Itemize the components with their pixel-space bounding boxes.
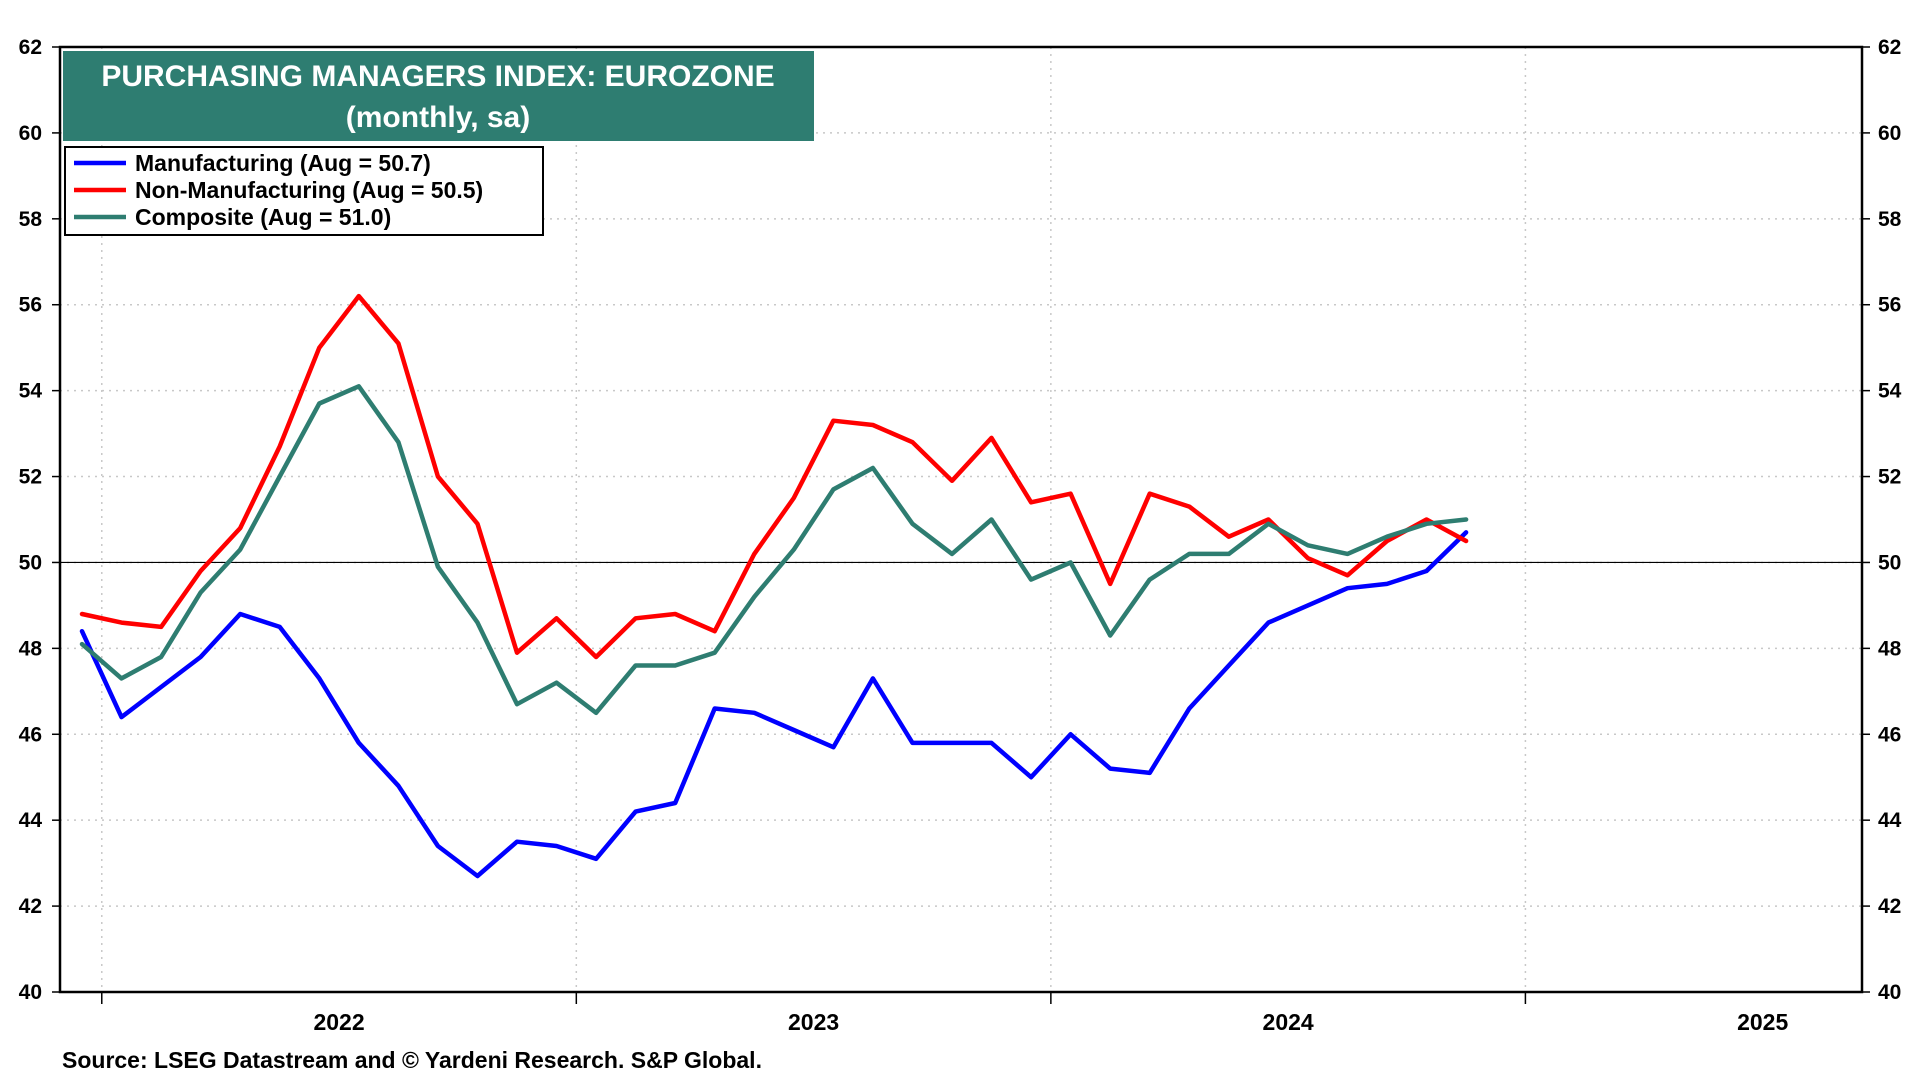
- x-year-label: 2023: [788, 1009, 839, 1035]
- y-tick-label-right: 46: [1878, 723, 1901, 746]
- x-year-label: 2024: [1263, 1009, 1314, 1035]
- y-tick-label-right: 42: [1878, 895, 1901, 918]
- y-tick-label-right: 48: [1878, 637, 1902, 660]
- x-year-label: 2025: [1737, 1009, 1788, 1035]
- y-tick-label-left: 60: [19, 122, 42, 145]
- y-tick-label-left: 52: [19, 466, 42, 489]
- chart-subtitle: (monthly, sa): [346, 101, 530, 134]
- y-tick-label-left: 46: [19, 723, 42, 746]
- source-note: Source: LSEG Datastream and © Yardeni Re…: [62, 1047, 762, 1073]
- y-tick-label-left: 56: [19, 294, 42, 317]
- y-tick-label-left: 44: [19, 809, 43, 832]
- plot-frame: [58, 45, 1864, 994]
- legend-label-3: Composite (Aug = 51.0): [135, 204, 391, 230]
- legend-box: [64, 146, 544, 236]
- y-tick-label-left: 50: [19, 551, 42, 574]
- y-tick-label-right: 56: [1878, 294, 1901, 317]
- y-tick-label-right: 62: [1878, 36, 1901, 59]
- title-background: [63, 51, 814, 141]
- legend: Manufacturing (Aug = 50.7)Non-Manufactur…: [64, 146, 544, 236]
- y-tick-label-left: 48: [19, 637, 43, 660]
- series-line-3: [79, 384, 1469, 716]
- y-tick-label-right: 52: [1878, 466, 1901, 489]
- y-tick-label-left: 42: [19, 895, 42, 918]
- y-tick-label-left: 54: [19, 380, 43, 403]
- legend-label-2: Non-Manufacturing (Aug = 50.5): [135, 177, 483, 203]
- axis-layer: 40 40 42 42 44 44 46 46 48 48 50 50 52 52 54 54 56 56 58 58…: [19, 36, 1902, 1035]
- y-tick-label-right: 60: [1878, 122, 1901, 145]
- title-box: PURCHASING MANAGERS INDEX: EUROZONE (mon…: [63, 51, 814, 141]
- y-tick-label-left: 40: [19, 981, 42, 1004]
- chart-title: PURCHASING MANAGERS INDEX: EUROZONE: [101, 60, 774, 93]
- y-tick-label-right: 44: [1878, 809, 1902, 832]
- y-tick-label-left: 58: [19, 208, 43, 231]
- y-tick-label-right: 54: [1878, 380, 1902, 403]
- y-tick-label-right: 58: [1878, 208, 1902, 231]
- legend-label-1: Manufacturing (Aug = 50.7): [135, 150, 431, 176]
- x-year-label: 2022: [313, 1009, 364, 1035]
- series-line-1: [79, 530, 1469, 879]
- y-tick-label-right: 50: [1878, 551, 1901, 574]
- y-tick-label-left: 62: [19, 36, 42, 59]
- series-layer: [79, 293, 1469, 879]
- y-tick-label-right: 40: [1878, 981, 1901, 1004]
- series-line-2: [79, 293, 1469, 660]
